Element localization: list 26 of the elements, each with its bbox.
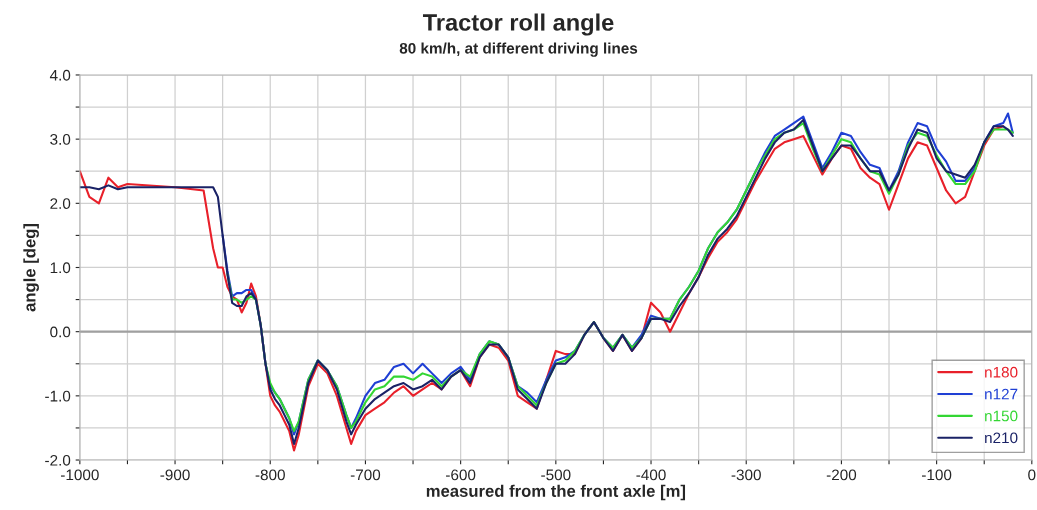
x-tick-label: -200: [826, 469, 857, 481]
x-tick-label: -100: [922, 469, 952, 481]
y-tick-label: -2.0: [45, 454, 71, 466]
y-axis-title: angle [deg]: [23, 223, 39, 312]
x-tick-label: -600: [446, 469, 476, 481]
chart-title: Tractor roll angle: [422, 13, 614, 36]
x-tick-label: -700: [350, 469, 381, 481]
legend-label: n180: [985, 366, 1018, 378]
chart-subtitle: 80 km/h, at different driving lines: [399, 42, 638, 57]
y-tick-label: 4.0: [49, 69, 71, 81]
x-tick-label: 0: [1028, 469, 1036, 481]
x-tick-label: -300: [731, 469, 761, 481]
x-tick-label: -500: [541, 469, 571, 481]
x-axis-title: measured from the front axle [m]: [426, 484, 686, 501]
x-tick-label: -900: [160, 469, 190, 481]
x-tick-label: -1000: [60, 469, 99, 481]
y-tick-label: 2.0: [50, 198, 71, 210]
y-tick-label: 3.0: [50, 134, 71, 145]
y-tick-label: 0.0: [50, 326, 71, 338]
legend-label: n150: [985, 410, 1018, 422]
x-tick-label: -400: [636, 469, 666, 481]
legend-label: n210: [985, 432, 1018, 444]
x-tick-label: -800: [255, 469, 285, 481]
y-tick-label: 1.0: [50, 262, 71, 274]
legend-label: n127: [985, 388, 1018, 400]
y-tick-label: -1.0: [45, 390, 71, 402]
